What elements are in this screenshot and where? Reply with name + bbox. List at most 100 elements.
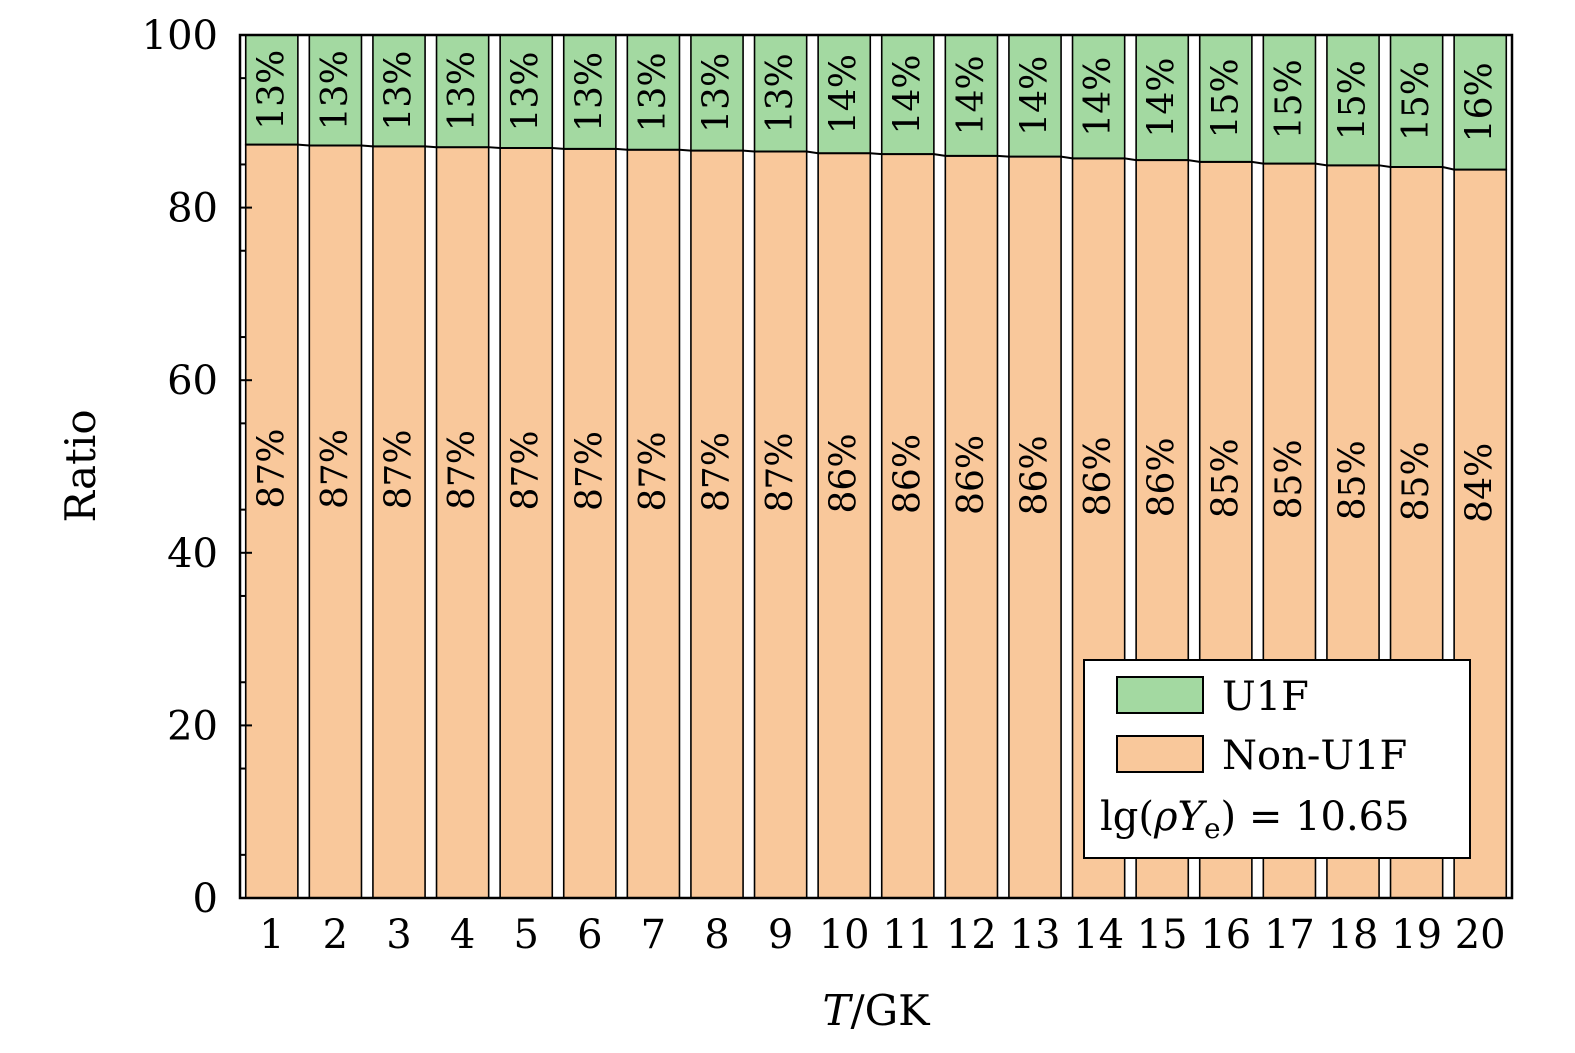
bar-non-u1f-3 bbox=[372, 145, 426, 899]
bar-label-u1f-12: 14% bbox=[951, 55, 992, 135]
bar-u1f-8 bbox=[690, 34, 744, 152]
bar-u1f-10 bbox=[817, 34, 872, 155]
bar-non-u1f-10 bbox=[817, 152, 872, 899]
x-tick-label-8: 8 bbox=[704, 912, 729, 958]
bar-non-u1f-13 bbox=[1008, 155, 1062, 899]
x-tick-label-5: 5 bbox=[513, 912, 538, 958]
bar-non-u1f-4 bbox=[435, 146, 490, 899]
legend-swatch-non-u1f bbox=[1116, 735, 1204, 773]
bar-label-u1f-15: 14% bbox=[1142, 58, 1183, 138]
x-axis: 1 2 3 4 5 6 7 8 9 10 11 12 13 14 15 16 17 18 19 20 bbox=[259, 912, 1506, 958]
bar-label-non-u1f-14: 86% bbox=[1078, 436, 1119, 516]
bar-label-non-u1f-16: 85% bbox=[1205, 438, 1246, 518]
bar-label-non-u1f-17: 85% bbox=[1269, 439, 1310, 519]
x-axis-title: T/GK bbox=[822, 986, 931, 1035]
bar-label-u1f-9: 13% bbox=[760, 53, 801, 133]
x-tick-label-16: 16 bbox=[1200, 912, 1251, 958]
x-tick-label-19: 19 bbox=[1391, 912, 1442, 958]
bar-labels-group: 87% 13% 87% 13% 87% 13% 87% 13% 87% 13% 87% 13% 87% 1… bbox=[251, 50, 1500, 523]
legend-swatch-u1f bbox=[1116, 676, 1204, 714]
bar-label-u1f-16: 15% bbox=[1205, 58, 1246, 138]
y-axis-title: Ratio bbox=[56, 409, 105, 522]
bar-non-u1f-1 bbox=[244, 143, 299, 899]
x-tick-label-1: 1 bbox=[259, 912, 284, 958]
bar-u1f-14 bbox=[1071, 34, 1126, 160]
bar-label-non-u1f-1: 87% bbox=[251, 429, 292, 509]
bar-label-non-u1f-20: 84% bbox=[1460, 443, 1501, 523]
bar-non-u1f-12 bbox=[944, 155, 999, 899]
bar-label-u1f-1: 13% bbox=[251, 50, 292, 130]
x-tick-label-11: 11 bbox=[882, 912, 933, 958]
x-tick-label-20: 20 bbox=[1455, 912, 1506, 958]
y-tick-label: 40 bbox=[167, 531, 218, 577]
bar-non-u1f-2 bbox=[308, 144, 363, 899]
bar-label-non-u1f-13: 86% bbox=[1015, 435, 1056, 515]
bar-label-non-u1f-10: 86% bbox=[824, 433, 865, 513]
bar-label-non-u1f-3: 87% bbox=[379, 430, 420, 510]
y-tick-label: 20 bbox=[167, 703, 218, 749]
x-tick-label-18: 18 bbox=[1328, 912, 1379, 958]
bar-label-non-u1f-18: 85% bbox=[1333, 440, 1374, 520]
bar-label-non-u1f-15: 86% bbox=[1142, 437, 1183, 517]
bar-u1f-9 bbox=[753, 34, 808, 153]
bar-u1f-15 bbox=[1135, 34, 1190, 161]
bar-label-u1f-18: 15% bbox=[1333, 60, 1374, 140]
bar-label-u1f-4: 13% bbox=[442, 51, 483, 131]
bar-label-non-u1f-11: 86% bbox=[887, 434, 928, 514]
bar-label-non-u1f-2: 87% bbox=[315, 429, 356, 509]
bar-u1f-4 bbox=[435, 34, 490, 148]
bar-u1f-5 bbox=[499, 34, 554, 149]
bar-label-non-u1f-4: 87% bbox=[442, 430, 483, 510]
bar-non-u1f-6 bbox=[562, 148, 617, 899]
y-tick-label: 100 bbox=[142, 13, 218, 59]
bar-u1f-13 bbox=[1008, 34, 1062, 158]
legend: U1F Non-U1F lg(ρYe) = 10.65 bbox=[1083, 659, 1471, 859]
bar-label-u1f-6: 13% bbox=[569, 52, 610, 132]
x-tick-label-17: 17 bbox=[1264, 912, 1315, 958]
bar-u1f-12 bbox=[944, 34, 999, 157]
bar-u1f-2 bbox=[308, 34, 363, 147]
bar-u1f-6 bbox=[562, 34, 617, 150]
bar-label-non-u1f-9: 87% bbox=[760, 432, 801, 512]
legend-label-u1f: U1F bbox=[1222, 674, 1309, 720]
bar-label-u1f-11: 14% bbox=[887, 55, 928, 135]
bar-non-u1f-5 bbox=[499, 147, 554, 899]
x-tick-label-13: 13 bbox=[1010, 912, 1061, 958]
bar-label-u1f-17: 15% bbox=[1269, 59, 1310, 139]
x-tick-label-9: 9 bbox=[768, 912, 793, 958]
bar-non-u1f-8 bbox=[690, 149, 744, 899]
x-tick-label-12: 12 bbox=[946, 912, 997, 958]
x-tick-label-7: 7 bbox=[641, 912, 666, 958]
plot-frame bbox=[238, 33, 1514, 900]
bar-label-u1f-2: 13% bbox=[315, 50, 356, 130]
x-tick-label-14: 14 bbox=[1073, 912, 1124, 958]
y-tick-label: 60 bbox=[167, 358, 218, 404]
bar-non-u1f-9 bbox=[753, 150, 808, 899]
bar-label-u1f-10: 14% bbox=[824, 54, 865, 134]
series-boundary-line bbox=[245, 143, 1507, 171]
bar-label-non-u1f-12: 86% bbox=[951, 435, 992, 515]
x-tick-label-10: 10 bbox=[819, 912, 870, 958]
bar-non-u1f-11 bbox=[880, 153, 935, 899]
bar-label-u1f-14: 14% bbox=[1078, 57, 1119, 137]
bar-u1f-18 bbox=[1326, 34, 1380, 167]
bar-label-u1f-5: 13% bbox=[506, 52, 547, 132]
legend-label-non-u1f: Non-U1F bbox=[1222, 733, 1407, 779]
bar-label-u1f-20: 16% bbox=[1460, 62, 1501, 142]
bar-label-non-u1f-19: 85% bbox=[1396, 441, 1437, 521]
bar-u1f-3 bbox=[372, 34, 426, 148]
x-tick-label-3: 3 bbox=[386, 912, 411, 958]
x-tick-label-4: 4 bbox=[450, 912, 475, 958]
y-axis: 0 20 40 60 80 100 bbox=[142, 13, 252, 922]
bar-label-u1f-13: 14% bbox=[1015, 56, 1056, 136]
bar-label-non-u1f-7: 87% bbox=[633, 432, 674, 512]
legend-annotation: lg(ρYe) = 10.65 bbox=[1100, 794, 1410, 845]
bar-label-u1f-3: 13% bbox=[379, 51, 420, 131]
bar-label-non-u1f-8: 87% bbox=[697, 432, 738, 512]
bar-u1f-1 bbox=[244, 34, 299, 146]
bar-label-u1f-19: 15% bbox=[1396, 61, 1437, 141]
x-tick-label-6: 6 bbox=[577, 912, 602, 958]
x-tick-label-15: 15 bbox=[1137, 912, 1188, 958]
y-tick-label: 0 bbox=[193, 876, 218, 922]
